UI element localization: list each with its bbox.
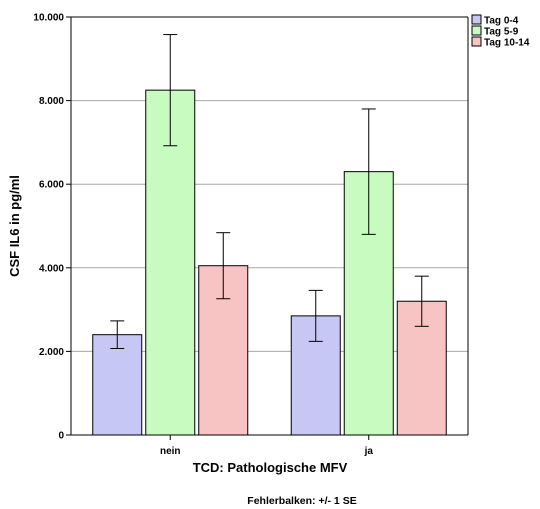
ticks: 0 2.000 4.000 6.000 8.000 10.000 nein ja [33, 13, 373, 458]
x-axis-title: TCD: Pathologische MFV [193, 460, 348, 475]
y-tick-label: 6.000 [39, 180, 64, 191]
y-tick-label: 0 [58, 431, 64, 442]
legend-swatch [471, 25, 482, 36]
legend-swatch [471, 36, 482, 47]
axes [70, 16, 469, 436]
y-tick-label: 8.000 [39, 96, 64, 107]
legend-label: Tag 0-4 [484, 16, 519, 27]
legend-label: Tag 10-14 [484, 38, 530, 49]
y-tick-label: 4.000 [39, 263, 64, 274]
y-tick-label: 10.000 [33, 13, 64, 24]
x-tick-label: ja [364, 446, 374, 457]
y-axis-title: CSF IL6 in pg/ml [7, 175, 22, 277]
footnote: Fehlerbalken: +/- 1 SE [247, 495, 356, 507]
legend-label: Tag 5-9 [484, 27, 519, 38]
bar-tag-5-9-nein [145, 89, 196, 436]
x-tick-label: nein [160, 446, 181, 457]
legend-swatch [471, 14, 482, 25]
error-bars [110, 34, 429, 349]
bar-tag-0-4-nein [92, 334, 143, 436]
bars [92, 89, 447, 436]
y-tick-label: 2.000 [39, 347, 64, 358]
